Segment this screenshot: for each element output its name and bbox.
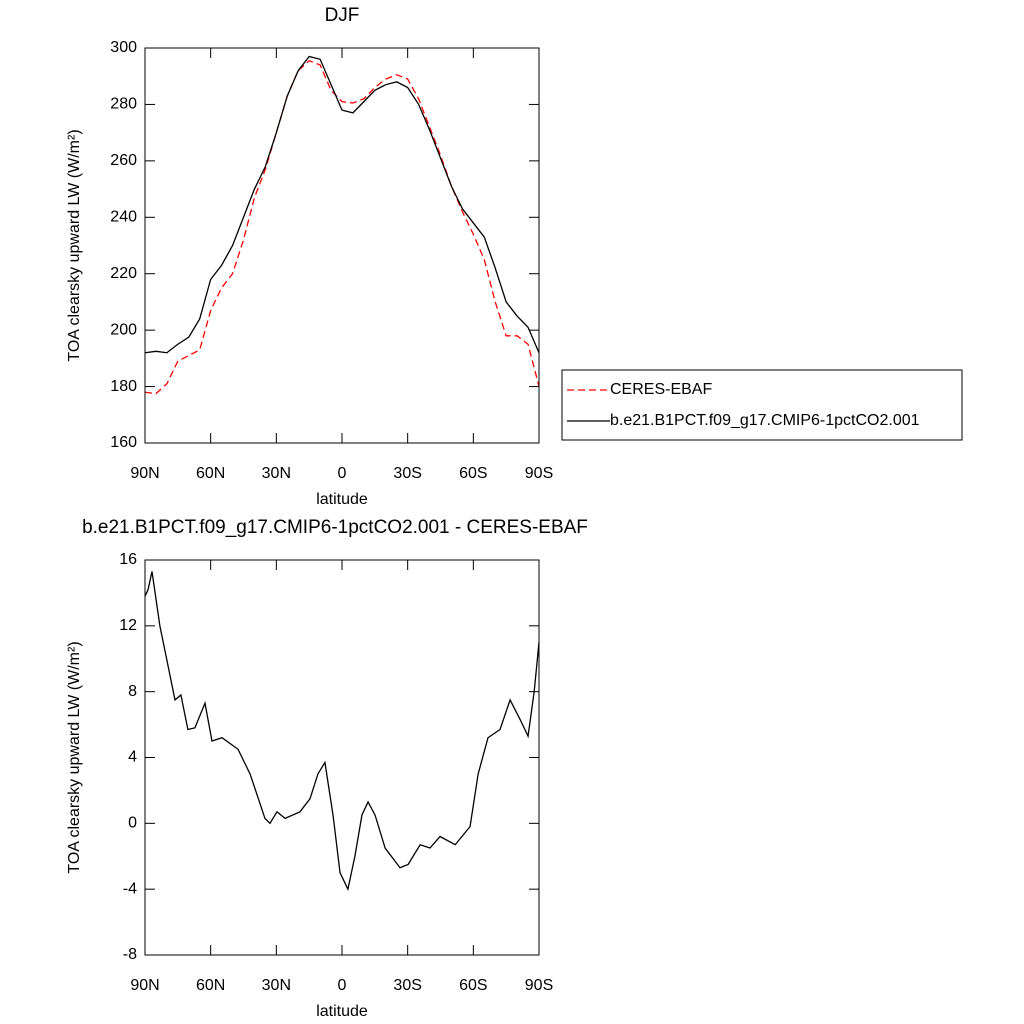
- y-tick-label: 220: [110, 265, 137, 282]
- plot-frame: [144, 47, 540, 444]
- y-tick-label: 12: [119, 617, 137, 634]
- y-tick-label: 16: [119, 551, 137, 568]
- plot-frame: [144, 559, 540, 956]
- x-tick-label: 0: [338, 977, 347, 994]
- y-tick-label: 180: [110, 378, 137, 395]
- x-axis-label: latitude: [316, 491, 368, 508]
- y-tick-label: 8: [128, 683, 137, 700]
- chart: b.e21.B1PCT.f09_g17.CMIP6-1pctCO2.001 - …: [66, 517, 588, 1020]
- y-tick-label: 200: [110, 321, 137, 338]
- y-tick-label: 160: [110, 434, 137, 451]
- data-line: [144, 59, 540, 395]
- chart: DJF latitude TOA clearsky upward LW (W/m²)…: [66, 5, 963, 508]
- x-tick-label: 30N: [262, 977, 291, 994]
- y-tick-label: 260: [110, 152, 137, 169]
- x-tick-label: 30N: [262, 465, 291, 482]
- legend: CERES-EBAF b.e21.B1PCT.f09_g17.CMIP6-1pct…: [561, 369, 963, 441]
- x-tick-label: 0: [338, 465, 347, 482]
- y-tick-label: -4: [123, 880, 137, 897]
- data-line: [144, 55, 540, 354]
- y-tick-label: 0: [128, 815, 137, 832]
- y-axis-label: TOA clearsky upward LW (W/m²): [66, 129, 83, 361]
- x-tick-label: 30S: [393, 977, 421, 994]
- chart-title: DJF: [325, 5, 360, 26]
- legend-label: b.e21.B1PCT.f09_g17.CMIP6-1pctCO2.001: [610, 412, 920, 429]
- data-line: [144, 571, 540, 892]
- x-tick-label: 90N: [130, 465, 159, 482]
- x-tick-label: 90S: [525, 977, 553, 994]
- legend-box: [561, 369, 963, 441]
- y-tick-label: 240: [110, 209, 137, 226]
- y-tick-label: 300: [110, 39, 137, 56]
- x-tick-label: 60N: [196, 977, 225, 994]
- x-tick-label: 90N: [130, 977, 159, 994]
- y-tick-label: 280: [110, 96, 137, 113]
- legend-label: CERES-EBAF: [610, 381, 712, 398]
- y-axis-label: TOA clearsky upward LW (W/m²): [66, 641, 83, 873]
- x-tick-label: 60S: [459, 977, 487, 994]
- x-tick-label: 90S: [525, 465, 553, 482]
- x-axis-label: latitude: [316, 1003, 368, 1020]
- x-tick-label: 60S: [459, 465, 487, 482]
- x-tick-label: 60N: [196, 465, 225, 482]
- chart-title: b.e21.B1PCT.f09_g17.CMIP6-1pctCO2.001 - …: [82, 517, 588, 538]
- y-tick-label: -8: [123, 946, 137, 963]
- y-tick-label: 4: [128, 749, 137, 766]
- x-tick-label: 30S: [393, 465, 421, 482]
